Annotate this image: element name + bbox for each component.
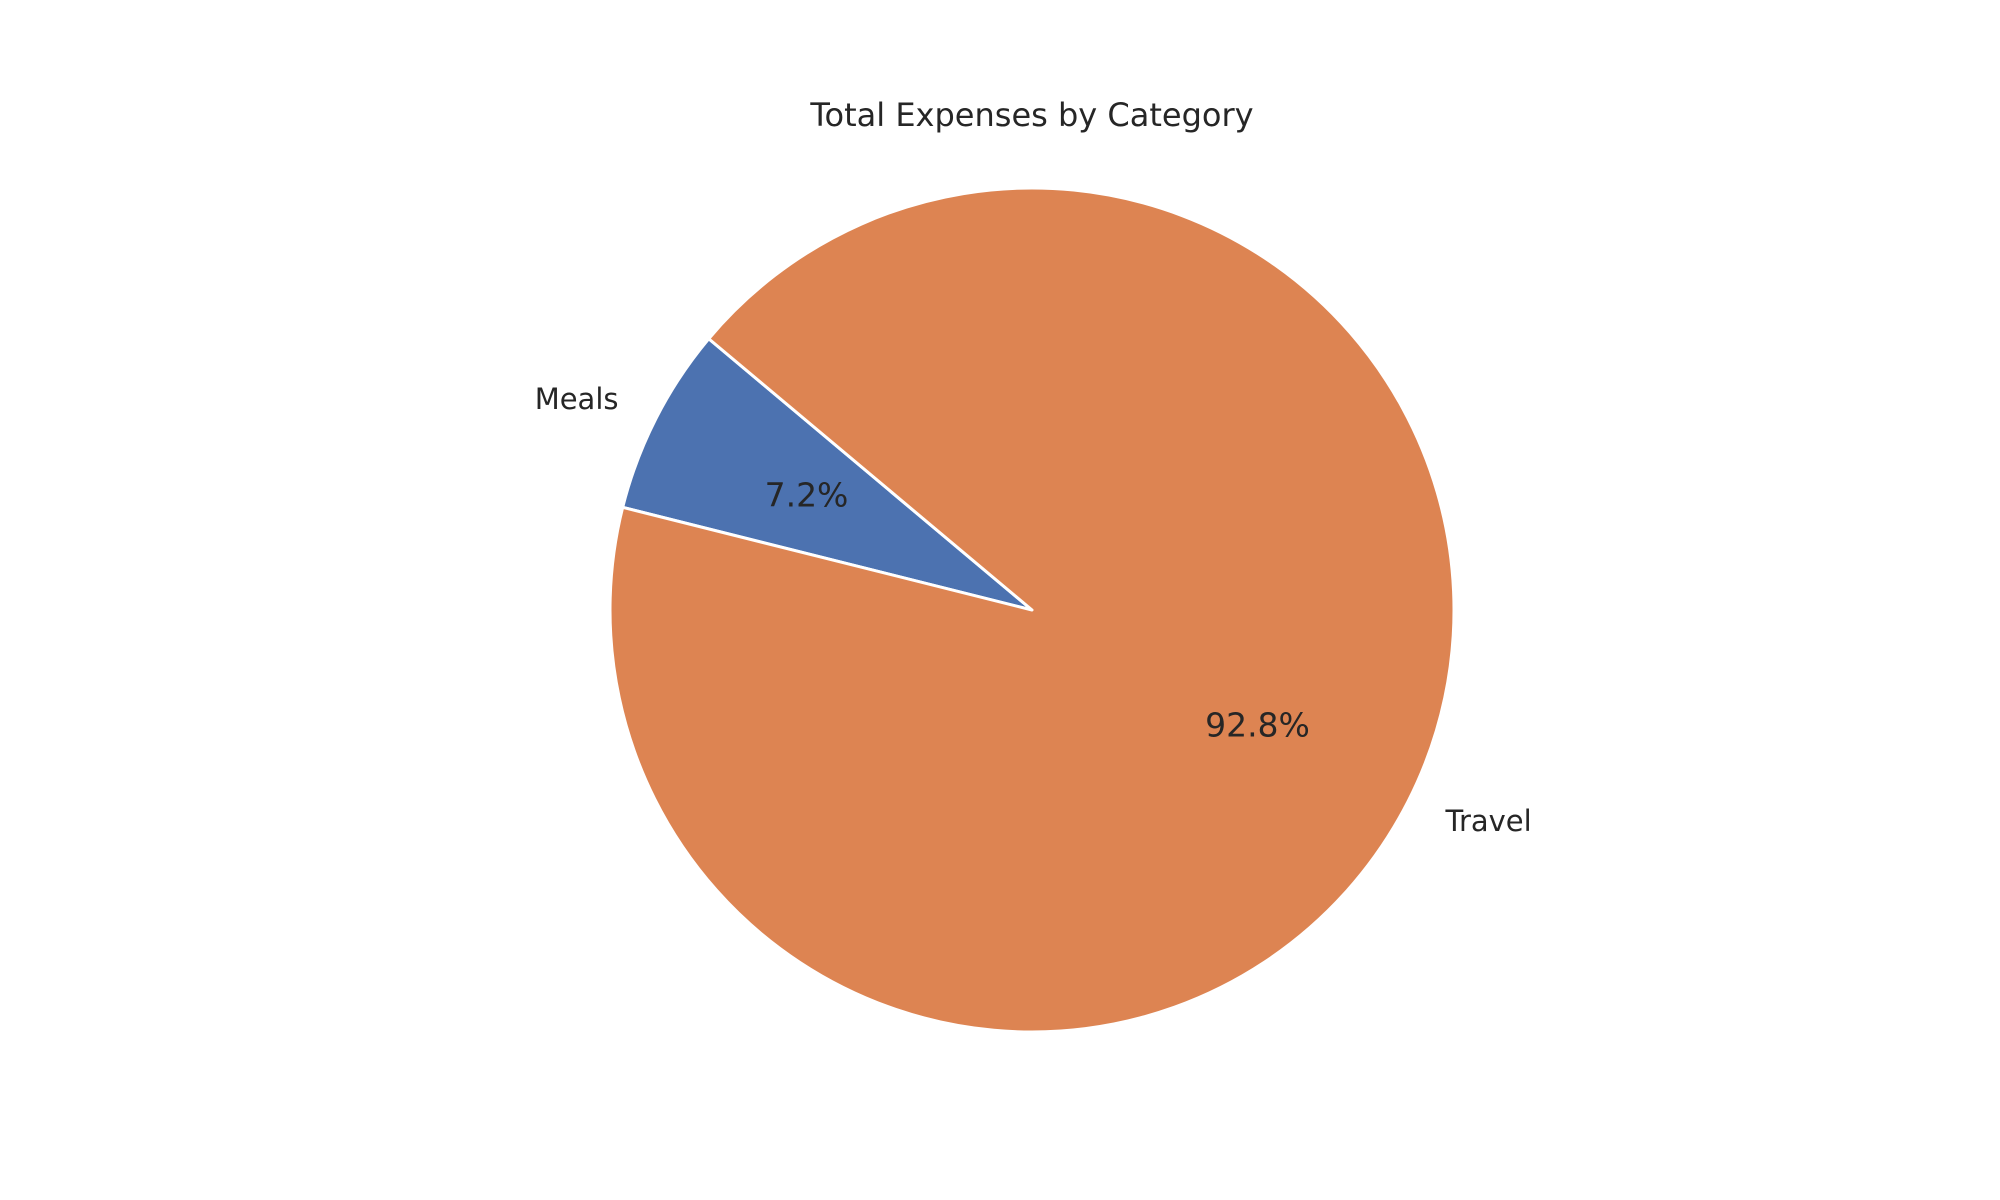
slice-percent-meals: 7.2% bbox=[765, 475, 849, 514]
slice-label-meals: Meals bbox=[535, 382, 619, 416]
pie-slice-travel bbox=[608, 186, 1456, 1034]
pie-slice-meals bbox=[621, 337, 1034, 612]
slice-percent-travel: 92.8% bbox=[1205, 706, 1310, 745]
chart-title: Total Expenses by Category bbox=[809, 96, 1253, 134]
pie-slices bbox=[608, 186, 1456, 1034]
pie-labels: Meals 7.2% Travel 92.8% bbox=[535, 382, 1532, 838]
slice-label-travel: Travel bbox=[1445, 804, 1532, 838]
